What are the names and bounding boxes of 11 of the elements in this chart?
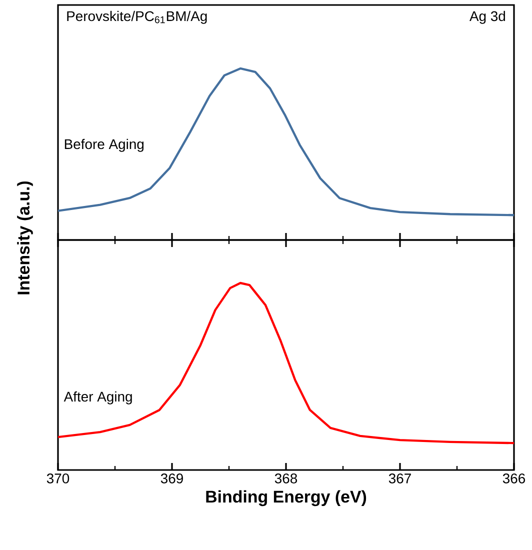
- x-tick-label: 367: [388, 474, 411, 484]
- x-tick-label: 368: [274, 474, 298, 484]
- text: Ag 3d: [470, 10, 506, 24]
- x-tick-label: 369: [160, 474, 183, 484]
- x-tick-label: 366: [502, 474, 526, 484]
- text: Before Aging: [64, 138, 144, 152]
- x-tick-label: 370: [46, 474, 70, 484]
- text: Perovskite/PC$_{61}$BM/Ag: [67, 10, 207, 24]
- y-axis-title: Intensity (a.u.): [17, 181, 33, 294]
- series-label: After Aging: [64, 391, 132, 404]
- x-axis-title: Binding Energy (eV): [206, 490, 366, 506]
